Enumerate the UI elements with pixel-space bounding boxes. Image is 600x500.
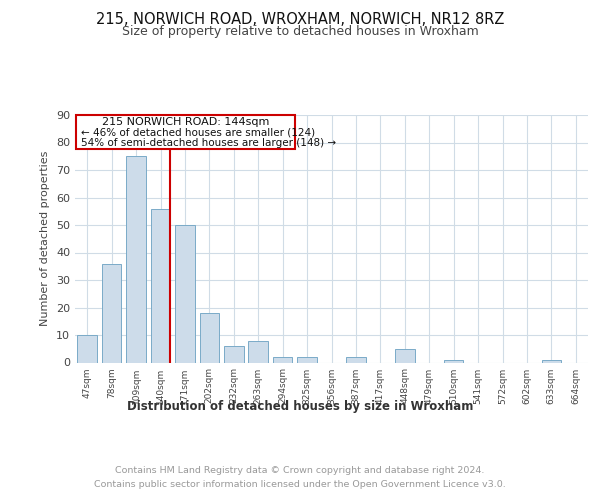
FancyBboxPatch shape [76,115,295,150]
Text: 215, NORWICH ROAD, WROXHAM, NORWICH, NR12 8RZ: 215, NORWICH ROAD, WROXHAM, NORWICH, NR1… [96,12,504,28]
Y-axis label: Number of detached properties: Number of detached properties [40,151,50,326]
Text: Contains public sector information licensed under the Open Government Licence v3: Contains public sector information licen… [94,480,506,489]
Bar [151,208,170,362]
Bar [77,335,97,362]
Bar [127,156,146,362]
Bar [200,313,219,362]
Bar [102,264,121,362]
Bar [297,357,317,362]
Text: 54% of semi-detached houses are larger (148) →: 54% of semi-detached houses are larger (… [81,138,336,147]
Bar [444,360,463,362]
Text: 215 NORWICH ROAD: 144sqm: 215 NORWICH ROAD: 144sqm [102,118,269,128]
Bar [542,360,561,362]
Bar [224,346,244,362]
Bar [346,357,366,362]
Text: Contains HM Land Registry data © Crown copyright and database right 2024.: Contains HM Land Registry data © Crown c… [115,466,485,475]
Bar [273,357,292,362]
Bar [395,349,415,362]
Bar [175,225,194,362]
Bar [248,340,268,362]
Text: Size of property relative to detached houses in Wroxham: Size of property relative to detached ho… [122,25,478,38]
Text: ← 46% of detached houses are smaller (124): ← 46% of detached houses are smaller (12… [81,128,315,138]
Text: Distribution of detached houses by size in Wroxham: Distribution of detached houses by size … [127,400,473,413]
